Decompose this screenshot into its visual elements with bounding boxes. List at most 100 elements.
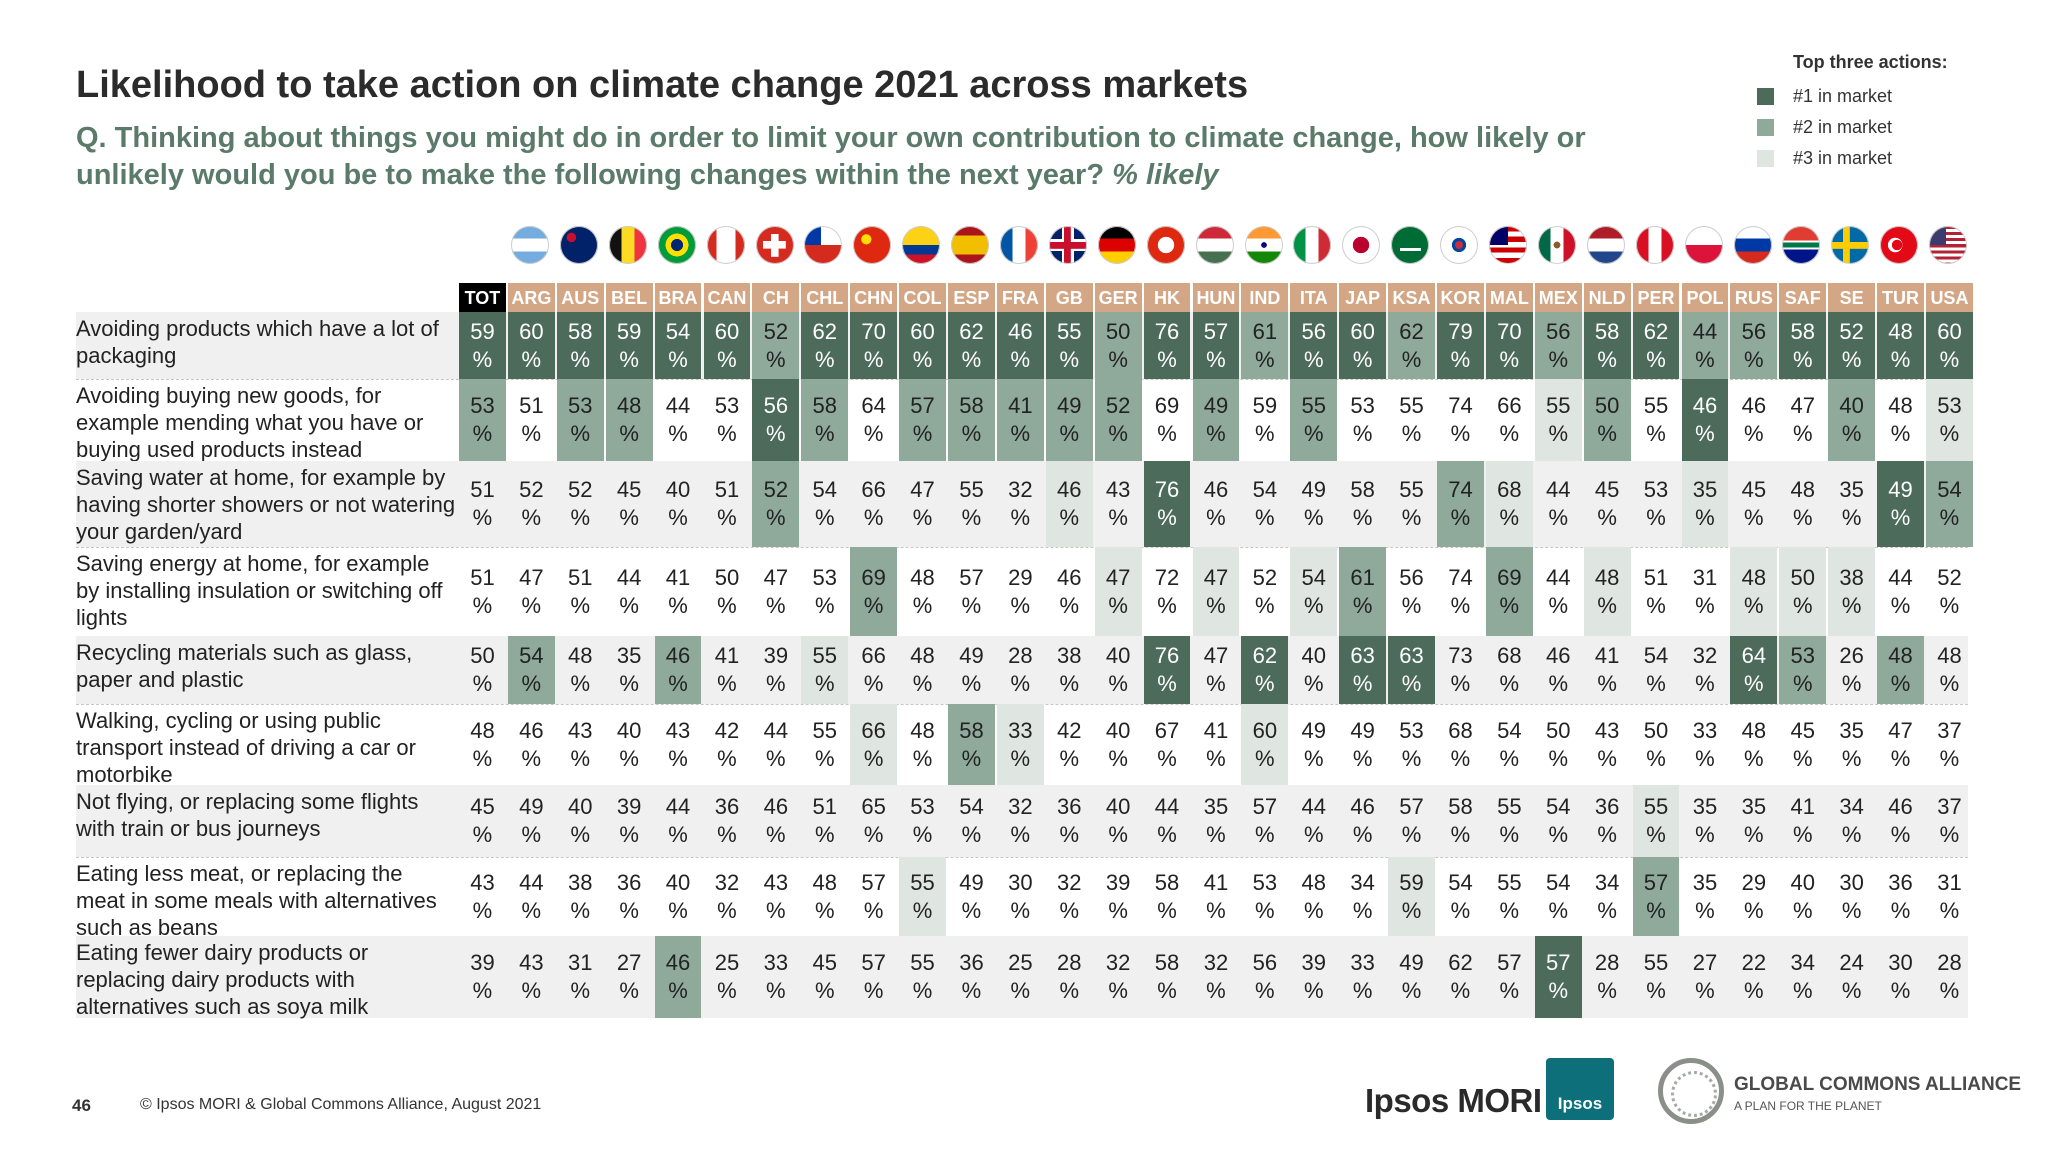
cell-unit: % — [1939, 346, 1960, 372]
cell-unit: % — [912, 346, 933, 372]
cell-value: 44 — [1154, 794, 1180, 819]
cell-unit: % — [863, 978, 884, 1003]
cell-value: 35 — [1692, 794, 1718, 819]
cell-value: 48 — [1741, 564, 1767, 590]
cell-unit: % — [1646, 421, 1666, 446]
cell-unit: % — [1646, 505, 1666, 530]
data-cell: 54% — [1926, 461, 1973, 547]
data-cell: 32% — [1046, 857, 1093, 936]
cell-value: 66 — [861, 643, 886, 668]
cell-unit: % — [814, 978, 835, 1003]
cell-unit: % — [717, 897, 737, 923]
cell-unit: % — [1450, 897, 1471, 923]
data-cell: 45% — [1779, 704, 1826, 785]
data-cell: 76% — [1143, 636, 1191, 704]
cell-value: 69 — [1154, 393, 1180, 418]
cell-value: 52 — [763, 318, 789, 344]
cell-unit: % — [1890, 505, 1911, 530]
cell-unit: % — [1401, 897, 1422, 923]
cell-value: 58 — [1594, 318, 1620, 344]
data-cell: 57% — [850, 936, 897, 1018]
data-cell: 48% — [605, 379, 653, 461]
cell-unit: % — [570, 897, 591, 923]
cell-value: 55 — [1399, 393, 1424, 418]
cell-unit: % — [1548, 421, 1569, 446]
data-cell: 32% — [1682, 636, 1729, 704]
data-cell: 52% — [1241, 547, 1288, 636]
data-cell: 35% — [606, 636, 653, 704]
column-header-ind: IND — [1241, 283, 1289, 313]
data-cell: 28% — [1926, 936, 1973, 1018]
data-cell: 55% — [1633, 936, 1680, 1018]
cell-unit: % — [1841, 822, 1862, 847]
cell-value: 45 — [470, 794, 495, 819]
cell-unit: % — [1108, 822, 1128, 847]
cell-value: 46 — [1741, 393, 1767, 418]
cell-unit: % — [1890, 421, 1911, 446]
data-cell: 64% — [850, 379, 897, 461]
data-cell: 66% — [1486, 379, 1533, 461]
data-cell: 62% — [1388, 312, 1435, 379]
cell-unit: % — [570, 346, 591, 372]
cell-unit: % — [619, 822, 639, 847]
data-cell: 34% — [1779, 936, 1826, 1018]
cell-value: 60 — [714, 318, 740, 344]
cell-unit: % — [521, 978, 542, 1003]
legend-title: Top three actions: — [1793, 52, 1948, 72]
data-cell: 55% — [1486, 857, 1533, 936]
data-cell: 46% — [508, 704, 555, 785]
data-cell: 55% — [801, 704, 848, 785]
column-header-ger: GER — [1094, 283, 1142, 313]
data-cell: 46% — [996, 312, 1044, 379]
data-cell: 37% — [1926, 704, 1973, 785]
cell-unit: % — [1499, 745, 1520, 771]
cell-value: 32 — [1105, 950, 1131, 975]
turkey-flag-icon — [1880, 226, 1919, 264]
cell-value: 31 — [1692, 564, 1718, 590]
cell-unit: % — [1401, 671, 1422, 696]
data-cell: 53% — [899, 785, 946, 857]
cell-value: 38 — [1057, 643, 1082, 668]
cell-value: 69 — [861, 564, 886, 590]
data-cell: 44% — [1535, 547, 1582, 636]
cell-unit: % — [814, 745, 835, 771]
cell-unit: % — [1059, 346, 1080, 372]
cell-unit: % — [814, 592, 835, 618]
data-cell: 42% — [704, 704, 751, 785]
data-cell: 32% — [997, 461, 1044, 547]
cell-unit: % — [1157, 421, 1177, 446]
cell-unit: % — [1695, 978, 1715, 1003]
cell-value: 49 — [1301, 477, 1326, 502]
cell-unit: % — [1108, 592, 1128, 618]
cell-unit: % — [1010, 745, 1031, 771]
data-cell: 25% — [997, 936, 1044, 1018]
data-cell: 47% — [1094, 547, 1142, 636]
cell-unit: % — [912, 421, 933, 446]
cell-unit: % — [766, 505, 786, 530]
cell-unit: % — [863, 505, 884, 530]
data-cell: 57% — [948, 547, 995, 636]
data-cell: 48% — [899, 704, 946, 785]
cell-value: 33 — [1008, 717, 1033, 743]
cell-unit: % — [1255, 897, 1275, 923]
cell-value: 48 — [910, 717, 935, 743]
cell-value: 40 — [616, 717, 642, 743]
cell-value: 51 — [519, 393, 544, 418]
cell-value: 32 — [1692, 643, 1718, 668]
data-cell: 46% — [1045, 461, 1093, 547]
data-cell: 52% — [752, 461, 800, 547]
data-cell: 47% — [1779, 379, 1826, 461]
data-cell: 50% — [704, 547, 751, 636]
cell-unit: % — [1792, 897, 1813, 923]
data-cell: 45% — [801, 936, 848, 1018]
cell-value: 46 — [1203, 477, 1229, 502]
data-cell: 67% — [1144, 704, 1191, 785]
cell-value: 60 — [910, 318, 935, 344]
cell-unit: % — [1010, 897, 1031, 923]
cell-value: 54 — [812, 477, 837, 502]
germany-flag-icon — [1097, 226, 1136, 264]
cell-unit: % — [1597, 592, 1617, 618]
cell-unit: % — [766, 592, 786, 618]
cell-value: 33 — [1350, 950, 1375, 975]
row-divider — [76, 547, 1968, 548]
